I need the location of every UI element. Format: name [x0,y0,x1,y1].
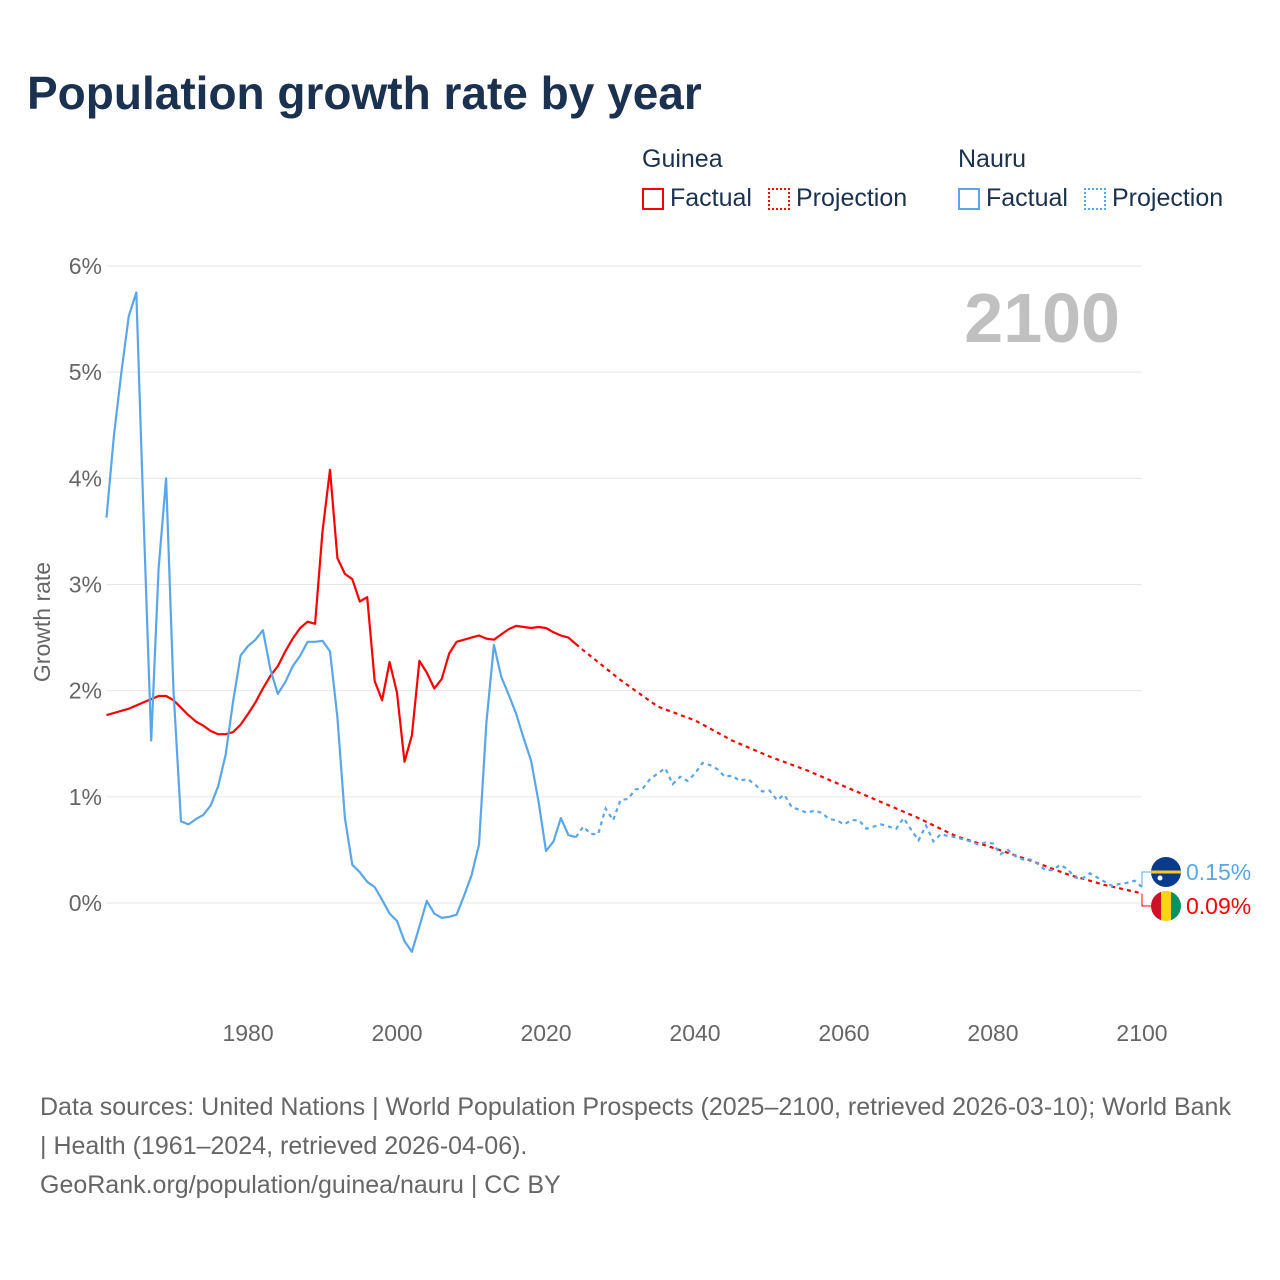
legend-guinea: Guinea Factual Projection [642,145,907,213]
line-chart: 0% 1% 2% 3% 4% 5% 6% 1980 2000 2020 2040 2060 2080 21… [29,253,1251,1046]
legend-group-name: Guinea [642,145,723,173]
nauru-flag-icon [1151,857,1181,887]
legend-label: Projection [795,184,908,212]
dotted-swatch-icon [1083,187,1106,210]
y-tick-label: 4% [69,465,102,491]
current-year-label: 2100 [964,279,1120,357]
nauru-factual-line [105,291,577,953]
solid-swatch-icon [958,187,980,210]
guinea-factual-line [106,468,577,763]
guinea-projection-line [575,643,1143,895]
y-tick-label: 3% [69,572,102,598]
solid-swatch-icon [642,187,664,210]
guinea-flag-icon [1151,891,1181,921]
legend-label: Factual [986,184,1068,212]
nauru-end-value: 0.15% [1186,859,1251,885]
data-sources: Data sources: United Nations | World Pop… [40,1093,1231,1160]
x-tick-label: 1980 [222,1020,273,1046]
legend-label: Projection [1111,184,1224,212]
page-title: Population growth rate by year [27,67,702,119]
legend-guinea-factual[interactable]: Factual [642,184,752,213]
y-tick-label: 1% [69,784,102,810]
y-axis-title: Growth rate [29,562,55,682]
y-tick-label: 0% [69,890,102,916]
footer: Data sources: United Nations | World Pop… [40,1088,1240,1205]
nauru-projection-line [574,761,1143,888]
y-tick-label: 2% [69,678,102,704]
x-tick-label: 2100 [1116,1020,1167,1046]
end-connector [1141,871,1151,888]
credit-link[interactable]: GeoRank.org/population/guinea/nauru | CC… [40,1171,561,1199]
dotted-swatch-icon [767,187,790,210]
legend-nauru-projection[interactable]: Projection [1083,184,1224,213]
legend-nauru-factual[interactable]: Factual [958,184,1068,213]
legend-guinea-projection[interactable]: Projection [767,184,908,213]
end-connector [1141,893,1151,907]
x-tick-label: 2080 [967,1020,1018,1046]
y-tick-label: 5% [69,359,102,385]
legend-group-name: Nauru [958,145,1027,173]
y-tick-label: 6% [69,253,102,279]
legend-nauru: Nauru Factual Projection [958,145,1223,213]
guinea-end-value: 0.09% [1186,893,1251,919]
legend-label: Factual [670,184,752,212]
x-tick-label: 2060 [818,1020,869,1046]
x-tick-label: 2040 [669,1020,720,1046]
x-tick-label: 2000 [371,1020,422,1046]
x-tick-label: 2020 [520,1020,571,1046]
